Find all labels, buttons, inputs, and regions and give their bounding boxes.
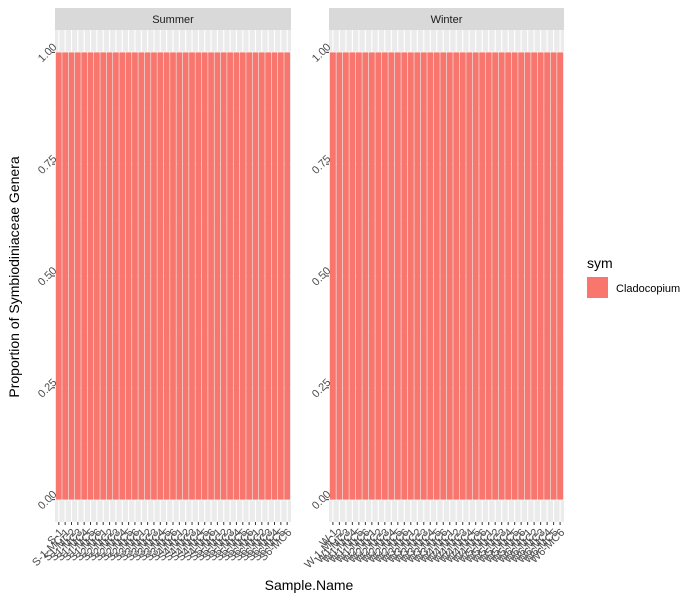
winter-bar	[518, 52, 525, 500]
winter-bar	[537, 52, 544, 500]
winter-bar	[342, 52, 349, 500]
winter-bar	[524, 52, 531, 500]
summer-bar	[106, 52, 113, 500]
winter-bar	[492, 52, 499, 500]
summer-bar	[220, 52, 227, 500]
summer-bar	[233, 52, 240, 500]
winter-bar	[472, 52, 479, 500]
winter-bar	[362, 52, 369, 500]
winter-bar	[479, 52, 486, 500]
winter-bar	[427, 52, 434, 500]
summer-bar	[163, 52, 170, 500]
winter-bar	[485, 52, 492, 500]
winter-bar	[381, 52, 388, 500]
x-axis-title: Sample.Name	[265, 577, 354, 593]
winter-bar	[329, 52, 336, 500]
summer-bar	[125, 52, 132, 500]
winter-bar	[550, 52, 557, 500]
summer-bar	[68, 52, 75, 500]
summer-bar	[100, 52, 107, 500]
legend-key-cladocopium	[587, 277, 608, 298]
winter-bar	[420, 52, 427, 500]
summer-bar	[55, 52, 62, 500]
winter-bar	[336, 52, 343, 500]
summer-bar	[284, 52, 291, 500]
summer-bar	[239, 52, 246, 500]
winter-bar	[388, 52, 395, 500]
winter-bar	[355, 52, 362, 500]
winter-bar	[511, 52, 518, 500]
winter-bar	[557, 52, 564, 500]
winter-bar	[466, 52, 473, 500]
summer-strip	[55, 8, 291, 30]
summer-bar	[201, 52, 208, 500]
winter-bar	[394, 52, 401, 500]
summer-bar	[94, 52, 100, 500]
summer-bar	[157, 52, 164, 500]
summer-bar	[277, 52, 284, 500]
summer-bar	[214, 52, 221, 500]
summer-bar	[132, 52, 138, 500]
summer-bar	[182, 52, 189, 500]
winter-bar	[505, 52, 512, 500]
winter-bar	[544, 52, 551, 500]
summer-bar	[227, 52, 233, 500]
winter-bar	[531, 52, 538, 500]
summer-bar	[208, 52, 214, 500]
winter-bar	[433, 52, 440, 500]
summer-bar	[189, 52, 195, 500]
summer-bar	[170, 52, 176, 500]
winter-bar	[446, 52, 453, 500]
summer-bar	[144, 52, 151, 500]
summer-bar	[81, 52, 88, 500]
winter-bar	[440, 52, 447, 500]
winter-strip-label: Winter	[431, 14, 463, 26]
summer-bar	[151, 52, 157, 500]
winter-bar	[349, 52, 356, 500]
summer-bar	[138, 52, 145, 500]
summer-bar	[265, 52, 272, 500]
legend-label-cladocopium: Cladocopium	[616, 283, 680, 295]
summer-bar	[252, 52, 259, 500]
winter-bar	[375, 52, 382, 500]
summer-bar	[87, 52, 94, 500]
summer-bar	[195, 52, 202, 500]
summer-strip-label: Summer	[152, 14, 194, 26]
winter-bar	[453, 52, 460, 500]
summer-bar	[176, 52, 183, 500]
legend: sym Cladocopium	[587, 255, 680, 298]
y-axis-title: Proportion of Symbiodiniaceae Genera	[6, 156, 22, 397]
winter-bar	[407, 52, 414, 500]
summer-bar	[271, 52, 278, 500]
winter-bar	[459, 52, 466, 500]
summer-bar	[113, 52, 119, 500]
summer-bar	[62, 52, 69, 500]
summer-bar	[258, 52, 265, 500]
winter-bar	[401, 52, 408, 500]
winter-bar	[368, 52, 375, 500]
winter-bar	[498, 52, 505, 500]
summer-bar	[246, 52, 252, 500]
legend-title: sym	[587, 255, 613, 271]
summer-bar	[74, 52, 81, 500]
summer-bar	[119, 52, 126, 500]
winter-strip	[329, 8, 564, 30]
winter-bar	[414, 52, 421, 500]
